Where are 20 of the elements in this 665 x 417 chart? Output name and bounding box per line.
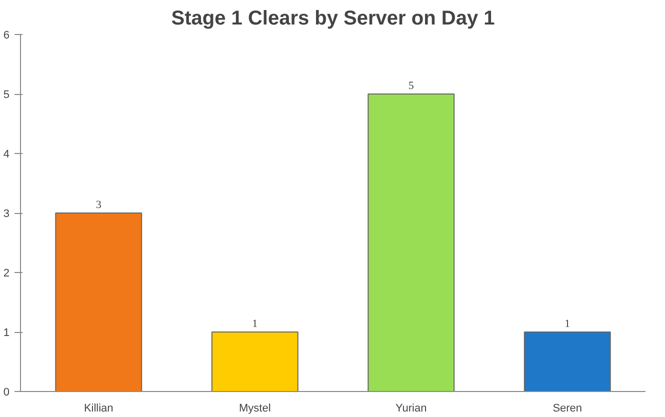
data-label: 1 [252, 318, 258, 330]
bar [368, 94, 455, 392]
bar [55, 212, 142, 392]
data-label: 1 [564, 318, 570, 330]
data-label: 5 [408, 80, 414, 92]
y-tick-label: 6 [3, 30, 10, 42]
bar [524, 332, 611, 392]
y-tick-label: 4 [3, 148, 10, 160]
x-tick-label: Mystel [238, 402, 271, 414]
x-tick-label: Yurian [396, 402, 427, 414]
y-tick-label: 1 [3, 327, 10, 339]
y-tick-label: 5 [3, 89, 10, 101]
y-tick-label: 3 [3, 208, 10, 220]
chart-title: Stage 1 Clears by Server on Day 1 [171, 8, 495, 30]
y-tick-label: 2 [3, 268, 10, 280]
y-tick-label: 0 [3, 386, 10, 398]
x-tick-label: Killian [84, 402, 114, 414]
x-tick-label: Seren [552, 402, 582, 414]
bar [211, 332, 298, 392]
data-label: 3 [96, 199, 102, 211]
